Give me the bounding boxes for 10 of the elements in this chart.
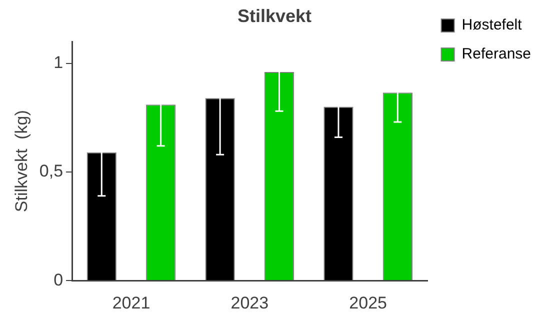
y-axis-title: Stilkvekt (kg): [12, 110, 31, 212]
legend-label: Høstefelt: [462, 16, 523, 34]
y-tick-label: 1: [54, 53, 64, 72]
y-tick-label: 0,5: [39, 162, 64, 181]
x-tick-label: 2023: [230, 293, 269, 312]
chart-title: Stilkvekt: [237, 6, 312, 26]
y-tick-label: 0: [54, 270, 64, 290]
x-tick-label: 2021: [112, 293, 150, 312]
legend-label: Referanse: [462, 46, 532, 63]
x-tick-label: 2025: [349, 293, 387, 312]
